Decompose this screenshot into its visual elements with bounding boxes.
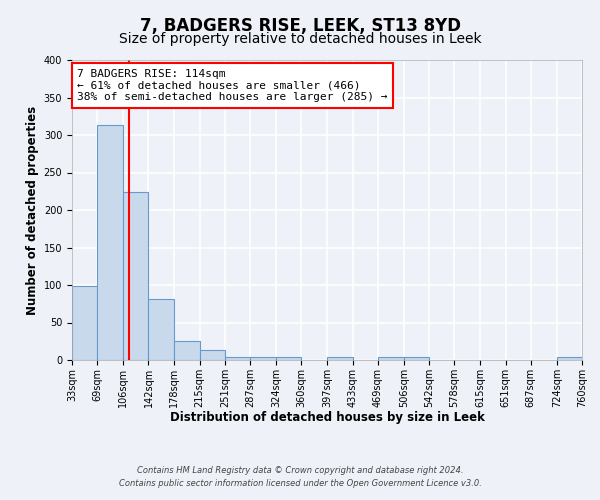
Bar (328, 357, 353, 360)
Bar (557, 357, 582, 360)
Text: Size of property relative to detached houses in Leek: Size of property relative to detached ho… (119, 32, 481, 46)
Bar (97, 125, 123, 360)
Text: Contains HM Land Registry data © Crown copyright and database right 2024.
Contai: Contains HM Land Registry data © Crown c… (119, 466, 481, 487)
Bar (148, 299, 174, 360)
Bar (276, 357, 301, 360)
X-axis label: Distribution of detached houses by size in Leek: Distribution of detached houses by size … (170, 411, 484, 424)
Bar (250, 357, 276, 360)
Bar (378, 357, 404, 360)
Bar (123, 192, 148, 360)
Bar (225, 357, 250, 360)
Bar (72, 286, 97, 360)
Y-axis label: Number of detached properties: Number of detached properties (26, 106, 40, 314)
Bar (174, 341, 200, 360)
Bar (200, 350, 225, 360)
Text: 7, BADGERS RISE, LEEK, ST13 8YD: 7, BADGERS RISE, LEEK, ST13 8YD (139, 18, 461, 36)
Bar (404, 357, 429, 360)
Text: 7 BADGERS RISE: 114sqm
← 61% of detached houses are smaller (466)
38% of semi-de: 7 BADGERS RISE: 114sqm ← 61% of detached… (77, 69, 388, 102)
